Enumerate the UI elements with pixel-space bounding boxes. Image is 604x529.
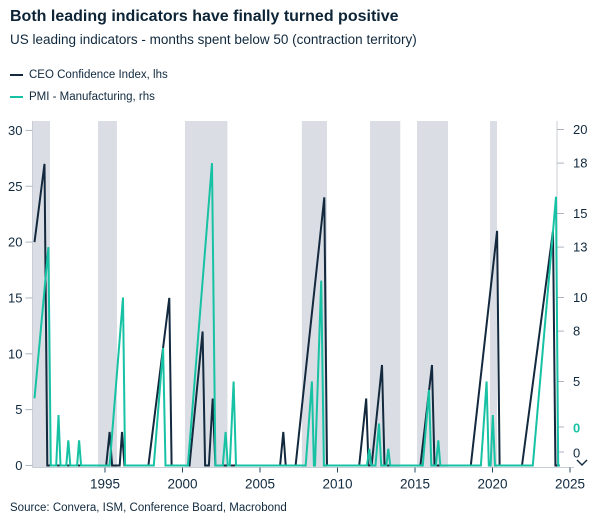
source-note: Source: Convera, ISM, Conference Board, …	[10, 502, 287, 514]
shaded-band	[98, 121, 117, 468]
pmi-series-swatch	[10, 95, 23, 99]
left-axis-tick-label: 10	[8, 346, 22, 361]
chart-title: Both leading indicators have finally tur…	[10, 8, 399, 25]
right-axis-tick-label: 10	[573, 290, 587, 305]
left-axis-tick-label: 25	[8, 179, 22, 194]
legend-label-ceo: CEO Confidence Index, lhs	[29, 69, 168, 81]
right-axis-tick-label: 20	[573, 122, 587, 137]
ceo-series-swatch	[10, 73, 23, 77]
legend-item-ceo-confidence: CEO Confidence Index, lhs	[10, 64, 168, 86]
legend-item-pmi-manufacturing: PMI - Manufacturing, rhs	[10, 86, 168, 108]
x-axis-tick-label: 2000	[167, 477, 197, 492]
right-axis-tick-label: 8	[573, 324, 580, 339]
series-line-pmi-manufacturing	[33, 163, 560, 467]
x-axis-tick-label: 2010	[322, 477, 352, 492]
x-axis-tick-label: 2015	[400, 477, 430, 492]
x-axis-tick-label: 1995	[90, 477, 120, 492]
shaded-band	[490, 121, 497, 468]
x-axis-tick-label: 2025	[555, 477, 585, 492]
left-axis-tick-label: 0	[15, 458, 22, 473]
right-axis-tick-label: 15	[573, 206, 587, 221]
left-axis-tick-label: 5	[15, 402, 22, 417]
left-axis-tick-label: 15	[8, 290, 22, 305]
last-value-label-ceo: 0	[573, 446, 580, 461]
legend: CEO Confidence Index, lhs PMI - Manufact…	[10, 64, 168, 108]
right-axis-tick-label: 5	[573, 374, 580, 389]
legend-label-pmi: PMI - Manufacturing, rhs	[29, 91, 155, 103]
last-value-label-pmi: 0	[573, 421, 580, 436]
right-axis-tick-label: 13	[573, 240, 587, 255]
axis-overflow-chevron-icon	[576, 459, 588, 466]
left-axis-tick-label: 20	[8, 235, 22, 250]
shaded-band	[370, 121, 401, 468]
x-axis-tick-label: 2005	[245, 477, 275, 492]
right-axis-tick-label: 18	[573, 156, 587, 171]
left-axis-tick-label: 30	[8, 123, 22, 138]
x-axis-tick-label: 2020	[477, 477, 507, 492]
chart-subtitle: US leading indicators - months spent bel…	[10, 32, 417, 47]
